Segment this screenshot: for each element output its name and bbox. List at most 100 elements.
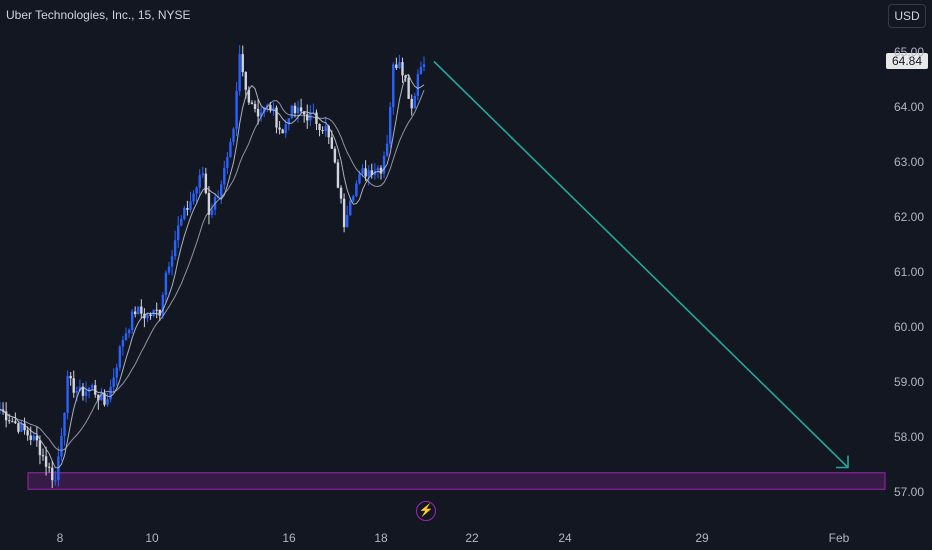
candle-body <box>8 420 11 422</box>
candle-body <box>90 385 94 389</box>
candle-body <box>207 193 211 215</box>
candle-body <box>290 105 294 119</box>
x-tick-label: 16 <box>282 531 296 545</box>
candle-body <box>26 430 29 436</box>
support-zone <box>27 472 886 490</box>
candle-body <box>161 295 165 316</box>
candle-body <box>339 187 343 199</box>
candle-body <box>422 64 426 67</box>
candle-body <box>232 128 235 142</box>
candle-body <box>253 103 257 109</box>
candle-body <box>241 54 244 73</box>
candle-body <box>352 196 355 201</box>
candle-body <box>44 456 48 467</box>
x-tick-label: 8 <box>56 531 64 545</box>
candle-body <box>32 435 35 440</box>
candle-body <box>361 168 364 174</box>
candle-body <box>97 394 100 401</box>
candle-body <box>75 391 79 393</box>
candle-body <box>385 143 389 156</box>
candle-body <box>302 111 306 115</box>
candle-body <box>106 399 109 405</box>
candle-body <box>321 130 324 132</box>
x-tick-label: 10 <box>145 531 159 545</box>
candle-body <box>130 311 134 331</box>
candle-body <box>367 170 370 177</box>
candle-body <box>133 311 137 315</box>
candle-body <box>115 367 118 378</box>
candle-body <box>324 126 327 132</box>
candle-body <box>170 256 174 267</box>
candle-body <box>220 184 223 196</box>
candle-body <box>158 309 161 316</box>
candle-body <box>275 107 278 128</box>
candle-body <box>78 386 82 392</box>
candle-body <box>100 393 103 401</box>
candle-body <box>296 107 300 114</box>
candle-body <box>229 141 232 158</box>
candle-body <box>183 207 186 220</box>
candle-body <box>358 173 361 184</box>
candle-body <box>259 112 263 117</box>
moving-average-fast <box>0 73 425 469</box>
candle-body <box>370 170 373 176</box>
y-tick-label: 57.00 <box>894 485 925 499</box>
candle-body <box>20 423 23 432</box>
candle-body <box>23 423 26 431</box>
candle-body <box>349 200 352 216</box>
candle-body <box>419 66 423 75</box>
candle-body <box>287 118 291 125</box>
candle-body <box>35 435 39 441</box>
y-tick-label: 63.00 <box>894 155 925 169</box>
last-price-tag: 64.84 <box>886 53 928 69</box>
candle-body <box>410 98 413 109</box>
candle-body <box>81 386 85 396</box>
candle-body <box>69 375 72 379</box>
candle-body <box>60 435 63 457</box>
candle-body <box>401 62 404 76</box>
candle-body <box>272 107 275 111</box>
lightning-bolt-icon[interactable]: ⚡ <box>416 501 436 521</box>
candle-body <box>47 466 51 468</box>
candle-body <box>54 480 57 482</box>
projection-arrow-line <box>433 60 849 469</box>
candle-body <box>109 386 112 400</box>
candle-body <box>407 77 410 99</box>
candle-body <box>189 201 192 210</box>
candle-body <box>223 167 226 185</box>
candle-body <box>195 187 198 194</box>
candle-body <box>124 333 128 341</box>
candle-body <box>330 137 334 149</box>
candle-body <box>11 421 14 423</box>
candle-body <box>177 225 180 241</box>
candle-body <box>198 175 201 188</box>
candle-body <box>256 108 260 117</box>
candle-body <box>84 391 88 396</box>
candle-body <box>379 167 383 174</box>
candle-body <box>180 219 183 226</box>
currency-button[interactable]: USD <box>888 4 926 28</box>
candle-body <box>250 102 254 104</box>
candle-body <box>121 340 125 347</box>
candle-body <box>51 467 54 481</box>
candle-body <box>38 440 42 456</box>
candle-body <box>29 435 32 440</box>
candle-body <box>118 346 122 368</box>
y-tick-label: 59.00 <box>894 375 925 389</box>
candle-body <box>395 64 398 68</box>
candle-body <box>72 378 75 393</box>
candle-body <box>247 89 251 103</box>
candle-body <box>355 183 358 197</box>
candle-body <box>278 127 281 130</box>
candle-body <box>17 423 20 432</box>
candle-body <box>155 309 158 311</box>
x-tick-label: Feb <box>828 531 850 545</box>
y-tick-label: 60.00 <box>894 320 925 334</box>
candle-body <box>164 272 168 296</box>
candle-body <box>336 162 340 188</box>
y-tick-label: 58.00 <box>894 430 925 444</box>
candle-body <box>87 388 91 392</box>
candle-body <box>416 74 420 96</box>
candle-body <box>14 421 17 424</box>
